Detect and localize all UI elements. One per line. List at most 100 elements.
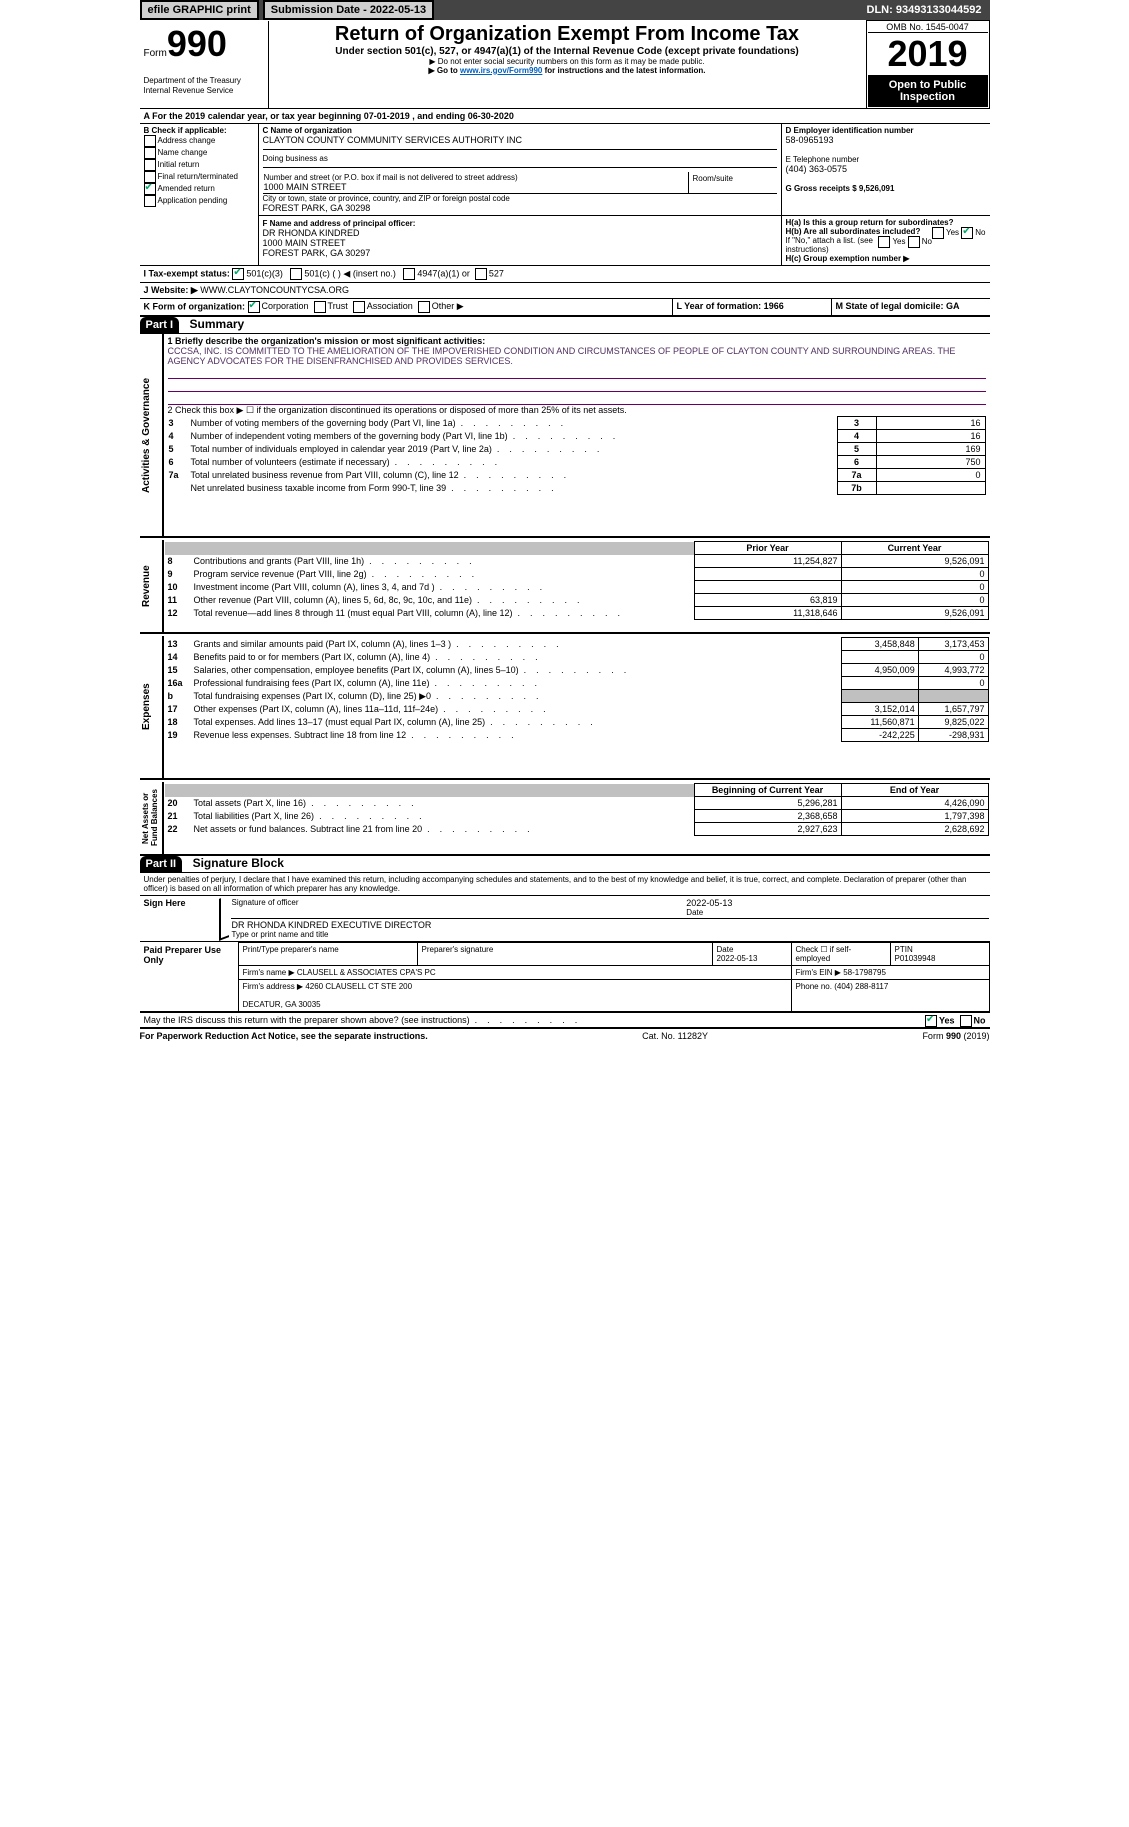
officer-name: DR RHONDA KINDRED	[263, 228, 360, 238]
firm-phone: (404) 288-8117	[834, 982, 888, 991]
table-row: bTotal fundraising expenses (Part IX, co…	[165, 690, 989, 703]
form-note-1: ▶ Do not enter social security numbers o…	[273, 57, 862, 66]
dept-label: Department of the Treasury Internal Reve…	[144, 76, 241, 95]
gross-receipts: G Gross receipts $ 9,526,091	[786, 184, 986, 193]
firm-ein: 58-1798795	[843, 968, 886, 977]
addr-label: Number and street (or P.O. box if mail i…	[264, 173, 687, 182]
table-row: 20Total assets (Part X, line 16) 5,296,2…	[165, 797, 989, 810]
table-row: 16aProfessional fundraising fees (Part I…	[165, 677, 989, 690]
pp-selfemployed: Check ☐ if self-employed	[791, 943, 890, 966]
side-label-revenue: Revenue	[141, 541, 152, 631]
firm-phone-label: Phone no.	[796, 982, 832, 991]
sig-label: Signature of officer	[232, 898, 685, 907]
table-row: 10Investment income (Part VIII, column (…	[165, 581, 989, 594]
table-header-row: Prior YearCurrent Year	[165, 542, 989, 555]
open-to-public: Open to Public Inspection	[868, 75, 988, 107]
firm-name-label: Firm's name ▶	[243, 968, 295, 977]
efile-print-button[interactable]: efile GRAPHIC print	[140, 0, 259, 20]
city-label: City or town, state or province, country…	[263, 194, 777, 203]
box-b-header: B Check if applicable:	[144, 126, 254, 135]
type-name-label: Type or print name and title	[232, 930, 988, 939]
table-row: 6Total number of volunteers (estimate if…	[168, 456, 986, 469]
table-row: 12Total revenue—add lines 8 through 11 (…	[165, 607, 989, 620]
form-subtitle: Under section 501(c), 527, or 4947(a)(1)…	[273, 46, 862, 57]
box-b-item: Application pending	[144, 195, 254, 207]
form-number: 990	[167, 23, 227, 64]
sign-here-label: Sign Here	[140, 896, 218, 942]
line-m: M State of legal domicile: GA	[831, 299, 990, 316]
side-label-expenses: Expenses	[141, 637, 152, 777]
ein-value: 58-0965193	[786, 135, 986, 145]
phone-label: E Telephone number	[786, 155, 986, 164]
part-2-header: Part II Signature Block	[140, 854, 990, 872]
table-row: 8Contributions and grants (Part VIII, li…	[165, 555, 989, 568]
room-label: Room/suite	[688, 172, 777, 193]
line-l: L Year of formation: 1966	[672, 299, 831, 316]
table-header-row: Beginning of Current YearEnd of Year	[165, 784, 989, 797]
table-row: 3Number of voting members of the governi…	[168, 417, 986, 430]
table-row: Net unrelated business taxable income fr…	[168, 482, 986, 495]
dln: DLN: 93493133044592	[859, 2, 990, 18]
ptin-value: P01039948	[895, 954, 936, 963]
org-name: CLAYTON COUNTY COMMUNITY SERVICES AUTHOR…	[263, 135, 777, 145]
omb-number: OMB No. 1545-0047	[868, 22, 988, 33]
table-row: 4Number of independent voting members of…	[168, 430, 986, 443]
h-c: H(c) Group exemption number ▶	[786, 254, 986, 263]
footer-right: Form 990 (2019)	[922, 1031, 989, 1041]
box-b-item: Final return/terminated	[144, 171, 254, 183]
officer-address: 1000 MAIN STREET FOREST PARK, GA 30297	[263, 238, 371, 258]
side-label-governance: Activities & Governance	[141, 335, 152, 535]
mission-text: CCCSA, INC. IS COMMITTED TO THE AMELIORA…	[168, 346, 986, 366]
table-row: 18Total expenses. Add lines 13–17 (must …	[165, 716, 989, 729]
firm-name: CLAUSELL & ASSOCIATES CPA'S PC	[297, 968, 436, 977]
header-block: Form990 Department of the Treasury Inter…	[140, 20, 990, 109]
paid-preparer-label: Paid Preparer Use Only	[140, 943, 239, 1013]
may-irs-discuss: May the IRS discuss this return with the…	[140, 1013, 990, 1029]
table-row: 11Other revenue (Part VIII, column (A), …	[165, 594, 989, 607]
line-j: J Website: ▶ WWW.CLAYTONCOUNTYCSA.ORG	[140, 283, 990, 299]
website-link[interactable]: WWW.CLAYTONCOUNTYCSA.ORG	[200, 285, 349, 295]
line-k: K Form of organization: Corporation Trus…	[140, 299, 673, 316]
q1-label: 1 Briefly describe the organization's mi…	[168, 336, 986, 346]
firm-addr-label: Firm's address ▶	[243, 982, 304, 991]
table-row: 15Salaries, other compensation, employee…	[165, 664, 989, 677]
table-row: 14Benefits paid to or for members (Part …	[165, 651, 989, 664]
part-1-table: Activities & Governance 1 Briefly descri…	[140, 334, 990, 854]
side-label-netassets: Net Assets or Fund Balances	[141, 783, 159, 853]
top-bar: efile GRAPHIC print Submission Date - 20…	[140, 0, 990, 20]
tax-period-line: A For the 2019 calendar year, or tax yea…	[140, 109, 990, 124]
pp-date: 2022-05-13	[717, 954, 758, 963]
pp-name-label: Print/Type preparer's name	[238, 943, 417, 966]
table-row: 17Other expenses (Part IX, column (A), l…	[165, 703, 989, 716]
box-f-label: F Name and address of principal officer:	[263, 219, 416, 228]
footer-left: For Paperwork Reduction Act Notice, see …	[140, 1031, 428, 1041]
tax-year: 2019	[868, 33, 988, 75]
sign-date: 2022-05-13	[686, 898, 987, 908]
name-label: C Name of organization	[263, 126, 777, 135]
paid-preparer-block: Paid Preparer Use Only Print/Type prepar…	[140, 942, 990, 1013]
table-row: 5Total number of individuals employed in…	[168, 443, 986, 456]
irs-link[interactable]: www.irs.gov/Form990	[460, 66, 542, 75]
form-note-2: ▶ Go to www.irs.gov/Form990 for instruct…	[273, 66, 862, 75]
date-label: Date	[686, 908, 987, 917]
declaration-text: Under penalties of perjury, I declare th…	[140, 872, 990, 896]
form-label: Form990	[144, 48, 227, 59]
table-row: 13Grants and similar amounts paid (Part …	[165, 638, 989, 651]
pp-date-label: Date	[717, 945, 734, 954]
firm-ein-label: Firm's EIN ▶	[796, 968, 841, 977]
q2: 2 Check this box ▶ ☐ if the organization…	[168, 405, 986, 416]
entity-info-block: B Check if applicable: Address changeNam…	[140, 124, 990, 266]
box-b-item: Name change	[144, 147, 254, 159]
pp-sig-label: Preparer's signature	[417, 943, 712, 966]
officer-sig-name: DR RHONDA KINDRED EXECUTIVE DIRECTOR	[232, 920, 988, 930]
phone-value: (404) 363-0575	[786, 164, 986, 174]
table-row: 7aTotal unrelated business revenue from …	[168, 469, 986, 482]
ptin-label: PTIN	[895, 945, 913, 954]
city-state-zip: FOREST PARK, GA 30298	[263, 203, 777, 213]
line-i: I Tax-exempt status: 501(c)(3) 501(c) ( …	[140, 266, 990, 283]
ein-label: D Employer identification number	[786, 126, 986, 135]
table-row: 19Revenue less expenses. Subtract line 1…	[165, 729, 989, 742]
submission-date: Submission Date - 2022-05-13	[263, 0, 434, 20]
form-title: Return of Organization Exempt From Incom…	[273, 23, 862, 46]
page-footer: For Paperwork Reduction Act Notice, see …	[140, 1029, 990, 1043]
